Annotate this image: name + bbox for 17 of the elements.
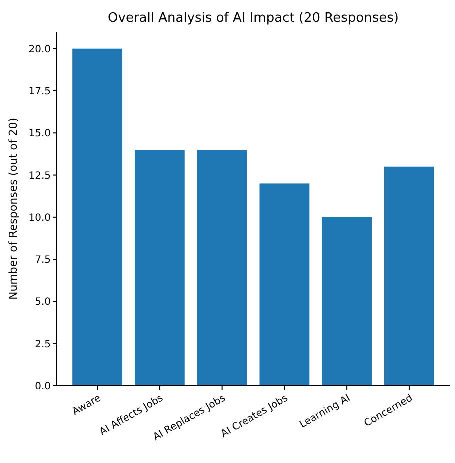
y-tick-label: 0.0 xyxy=(35,382,51,392)
y-tick-label: 17.5 xyxy=(28,86,51,98)
bar xyxy=(322,217,372,386)
y-tick-label: 15.0 xyxy=(28,128,51,140)
chart-title: Overall Analysis of AI Impact (20 Responses) xyxy=(108,11,399,26)
bar xyxy=(134,150,185,386)
bar xyxy=(72,48,122,386)
bar xyxy=(260,184,310,386)
y-tick-label: 7.5 xyxy=(35,255,51,266)
bar xyxy=(384,166,434,386)
y-tick-label: 20.0 xyxy=(28,44,51,56)
y-tick-label: 5.0 xyxy=(35,297,51,308)
bar xyxy=(197,150,248,386)
y-axis-title: Number of Responses (out of 20) xyxy=(7,118,20,300)
y-tick-label: 2.5 xyxy=(35,339,51,350)
y-tick-label: 12.5 xyxy=(28,170,51,182)
y-tick-label: 10.0 xyxy=(28,212,51,224)
